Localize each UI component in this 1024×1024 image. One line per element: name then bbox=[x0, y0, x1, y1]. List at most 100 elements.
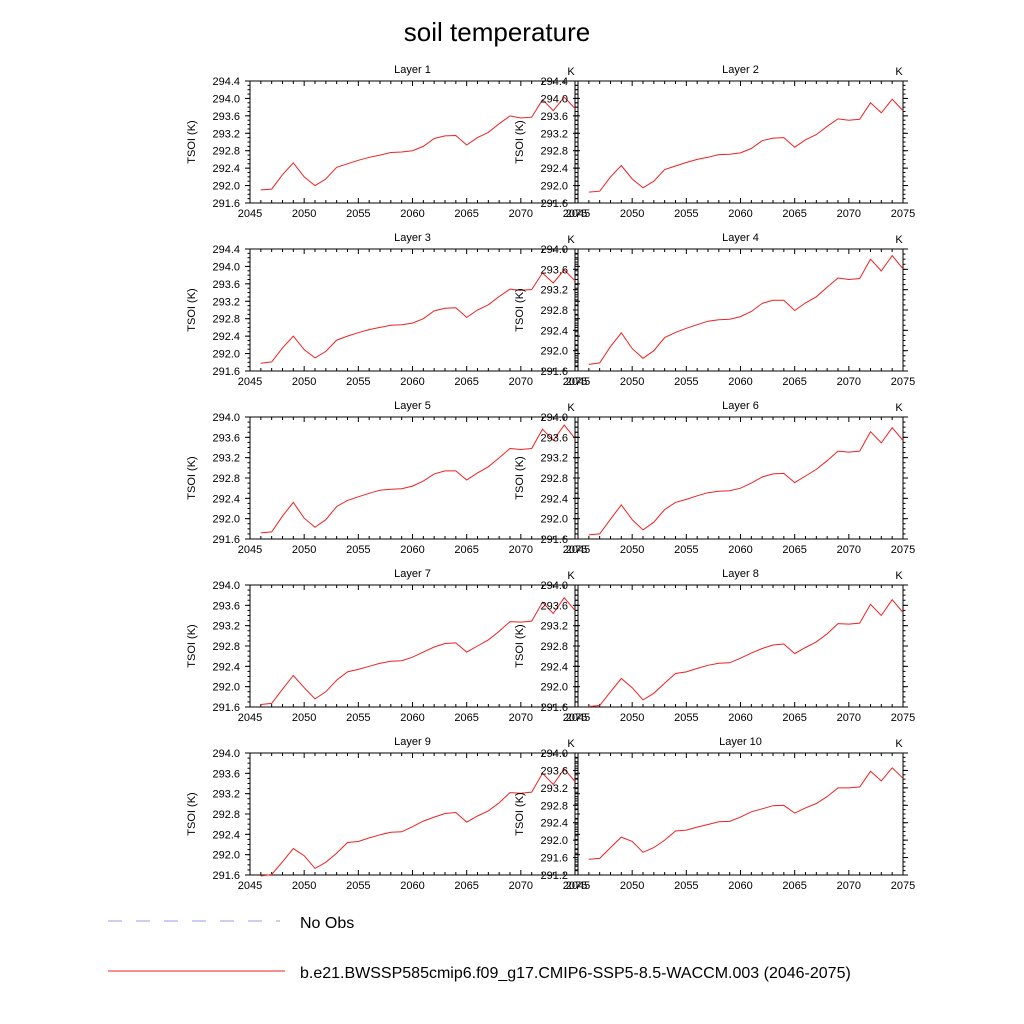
legend: No Obs b.e21.BWSSP585cmip6.f09_g17.CMIP6… bbox=[108, 915, 851, 982]
x-tick-label: 2055 bbox=[346, 544, 370, 556]
x-tick-label: 2070 bbox=[837, 376, 861, 388]
y-tick-label: 292.8 bbox=[540, 641, 568, 653]
y-tick-label: 293.6 bbox=[540, 600, 568, 612]
y-tick-label: 293.2 bbox=[540, 453, 568, 465]
y-tick-label: 292.0 bbox=[212, 682, 240, 694]
x-tick-label: 2070 bbox=[509, 880, 533, 892]
y-tick-label: 294.0 bbox=[540, 244, 568, 256]
y-tick-label: 293.2 bbox=[540, 128, 568, 140]
x-tick-label: 2070 bbox=[837, 544, 861, 556]
y-axis-label: TSOI (K) bbox=[186, 624, 198, 667]
y-tick-label: 294.0 bbox=[212, 748, 240, 760]
panel-unit-label: K bbox=[567, 234, 575, 246]
panel-title: Layer 10 bbox=[719, 736, 762, 748]
y-tick-label: 292.0 bbox=[212, 181, 240, 193]
series-line bbox=[588, 254, 904, 365]
series-line bbox=[260, 96, 576, 191]
y-tick-label: 291.6 bbox=[540, 702, 568, 714]
y-tick-label: 292.0 bbox=[212, 349, 240, 361]
x-tick-label: 2075 bbox=[891, 544, 915, 556]
plot-frame bbox=[249, 416, 576, 540]
series-line bbox=[588, 767, 904, 860]
panel-unit-label: K bbox=[567, 66, 575, 78]
panel-title: Layer 1 bbox=[394, 64, 431, 76]
x-tick-label: 2060 bbox=[400, 712, 424, 724]
x-tick-label: 2065 bbox=[454, 208, 478, 220]
panel-title: Layer 7 bbox=[394, 568, 431, 580]
x-tick-label: 2050 bbox=[620, 376, 644, 388]
x-tick-label: 2050 bbox=[292, 208, 316, 220]
series-line bbox=[260, 767, 576, 877]
y-tick-label: 292.0 bbox=[540, 514, 568, 526]
plot-frame bbox=[249, 584, 576, 708]
panel-title: Layer 9 bbox=[394, 736, 431, 748]
plot-frame bbox=[577, 584, 904, 708]
y-tick-label: 292.4 bbox=[212, 331, 240, 343]
plot-frame bbox=[577, 416, 904, 540]
series-line bbox=[260, 596, 576, 705]
panel-unit-label: K bbox=[567, 570, 575, 582]
x-tick-label: 2070 bbox=[509, 544, 533, 556]
y-tick-label: 294.0 bbox=[212, 261, 240, 273]
y-tick-label: 291.6 bbox=[540, 198, 568, 210]
series-line bbox=[588, 598, 904, 707]
y-tick-label: 292.8 bbox=[212, 809, 240, 821]
y-tick-label: 292.4 bbox=[540, 818, 568, 830]
x-tick-label: 2060 bbox=[400, 208, 424, 220]
y-tick-label: 294.0 bbox=[212, 93, 240, 105]
plot-frame bbox=[249, 752, 576, 876]
y-tick-label: 293.2 bbox=[540, 621, 568, 633]
series-line bbox=[260, 424, 576, 534]
x-tick-label: 2060 bbox=[728, 712, 752, 724]
y-tick-label: 291.6 bbox=[212, 534, 240, 546]
y-tick-label: 292.4 bbox=[212, 829, 240, 841]
x-tick-label: 2060 bbox=[400, 544, 424, 556]
y-tick-label: 292.4 bbox=[540, 493, 568, 505]
x-tick-label: 2075 bbox=[563, 712, 587, 724]
series-line bbox=[260, 269, 576, 364]
y-tick-label: 293.6 bbox=[212, 279, 240, 291]
panel-title: Layer 4 bbox=[722, 232, 759, 244]
y-tick-label: 292.0 bbox=[540, 181, 568, 193]
y-tick-label: 293.6 bbox=[212, 600, 240, 612]
y-tick-label: 292.8 bbox=[212, 146, 240, 158]
y-tick-label: 292.4 bbox=[212, 163, 240, 175]
x-tick-label: 2065 bbox=[782, 376, 806, 388]
panel-title: Layer 3 bbox=[394, 232, 431, 244]
legend-no-obs-label: No Obs bbox=[300, 915, 354, 932]
y-tick-label: 293.2 bbox=[540, 285, 568, 297]
y-tick-label: 292.8 bbox=[540, 305, 568, 317]
x-tick-label: 2065 bbox=[782, 880, 806, 892]
y-axis-label: TSOI (K) bbox=[514, 120, 526, 163]
y-tick-label: 292.8 bbox=[212, 473, 240, 485]
x-tick-label: 2065 bbox=[782, 712, 806, 724]
panel-title: Layer 6 bbox=[722, 400, 759, 412]
x-tick-label: 2050 bbox=[620, 880, 644, 892]
y-tick-label: 292.0 bbox=[540, 346, 568, 358]
x-tick-label: 2045 bbox=[238, 880, 262, 892]
y-tick-label: 294.4 bbox=[212, 244, 240, 256]
plot-frame bbox=[577, 80, 904, 204]
x-tick-label: 2045 bbox=[566, 712, 590, 724]
y-tick-label: 292.8 bbox=[540, 800, 568, 812]
x-tick-label: 2070 bbox=[837, 712, 861, 724]
plot-frame bbox=[249, 80, 576, 204]
panel-unit-label: K bbox=[895, 738, 903, 750]
y-tick-label: 293.6 bbox=[540, 111, 568, 123]
series-line bbox=[588, 426, 904, 536]
x-tick-label: 2055 bbox=[674, 544, 698, 556]
x-tick-label: 2055 bbox=[346, 376, 370, 388]
y-tick-label: 294.0 bbox=[540, 93, 568, 105]
y-axis-label: TSOI (K) bbox=[514, 792, 526, 835]
figure-title: soil temperature bbox=[404, 17, 590, 47]
panel-unit-label: K bbox=[567, 402, 575, 414]
y-tick-label: 292.4 bbox=[540, 661, 568, 673]
x-tick-label: 2045 bbox=[566, 880, 590, 892]
y-tick-label: 291.6 bbox=[212, 870, 240, 882]
x-tick-label: 2075 bbox=[891, 712, 915, 724]
y-axis-label: TSOI (K) bbox=[186, 792, 198, 835]
plot-frame bbox=[577, 752, 904, 876]
y-tick-label: 292.0 bbox=[212, 514, 240, 526]
x-tick-label: 2075 bbox=[563, 376, 587, 388]
